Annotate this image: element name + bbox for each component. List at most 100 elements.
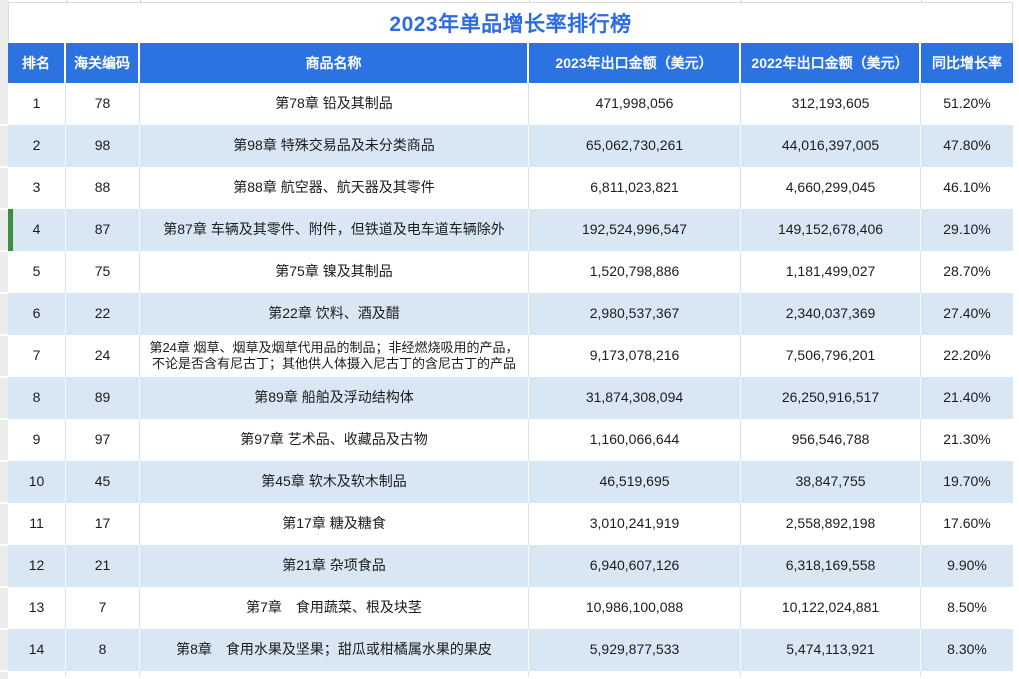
page-title: 2023年单品增长率排行榜 [389,13,632,36]
top-gridline-strip [8,0,1013,3]
export-2023-cell: 65,062,730,261 [529,125,741,167]
rank-cell: 6 [8,293,66,335]
product-name-cell: 第7章 食用蔬菜、根及块茎 [140,587,529,629]
export-2022-cell: 149,152,678,406 [741,209,921,251]
export-2023-cell: 9,173,078,216 [529,335,741,377]
table-header-row: 排名 海关编码 商品名称 2023年出口金额（美元） 2022年出口金额（美元）… [8,43,1013,83]
hs-code-cell: 21 [66,545,140,587]
table-row[interactable]: 14 8 第8章 食用水果及坚果；甜瓜或柑橘属水果的果皮 5,929,877,5… [8,629,1013,671]
rank-cell: 10 [8,461,66,503]
column-header-product-name: 商品名称 [140,43,529,83]
hs-code-cell: 87 [66,209,140,251]
hs-code-cell: 88 [66,167,140,209]
growth-rate-cell: 21.40% [943,389,991,406]
table-row[interactable]: 5 75 第75章 镍及其制品 1,520,798,886 1,181,499,… [8,251,1013,293]
report-page: 2023年单品增长率排行榜 排名 海关编码 商品名称 2023年出口金额（美元）… [8,0,1013,677]
gridline-stub [66,0,67,3]
column-header-rank: 排名 [8,43,66,83]
growth-rate-cell: 19.70% [943,473,991,490]
export-2023-cell: 2,980,537,367 [529,293,741,335]
growth-rate-cell: 51.20% [943,95,991,112]
export-2023-cell: 5,929,877,533 [529,629,741,671]
growth-rate-cell: 47.80% [943,137,991,154]
table-row[interactable]: 6 22 第22章 饮料、酒及醋 2,980,537,367 2,340,037… [8,293,1013,335]
growth-rate-cell: 8.50% [947,599,987,616]
partial-next-row [8,671,1013,677]
export-2022-cell: 2,340,037,369 [741,293,921,335]
column-header-export-2023: 2023年出口金额（美元） [529,43,741,83]
rank-cell: 11 [8,503,66,545]
product-name-cell: 第97章 艺术品、收藏品及古物 [140,419,529,461]
product-name-cell: 第45章 软木及软木制品 [140,461,529,503]
export-2023-cell: 471,998,056 [529,83,741,125]
export-2022-cell: 2,558,892,198 [741,503,921,545]
table-row[interactable]: 10 45 第45章 软木及软木制品 46,519,695 38,847,755… [8,461,1013,503]
product-name-cell: 第78章 铅及其制品 [140,83,529,125]
hs-code-cell: 45 [66,461,140,503]
export-2023-cell: 46,519,695 [529,461,741,503]
hs-code-cell: 8 [66,629,140,671]
hs-code-cell: 17 [66,503,140,545]
table-row[interactable]: 7 24 第24章 烟草、烟草及烟草代用品的制品；非经燃烧吸用的产品，不论是否含… [8,335,1013,377]
hs-code-cell: 97 [66,419,140,461]
product-name-cell: 第8章 食用水果及坚果；甜瓜或柑橘属水果的果皮 [140,629,529,671]
growth-rate-cell: 22.20% [943,347,991,364]
product-name-cell: 第89章 船舶及浮动结构体 [140,377,529,419]
table-row[interactable]: 3 88 第88章 航空器、航天器及其零件 6,811,023,821 4,66… [8,167,1013,209]
growth-rate-cell: 17.60% [943,515,991,532]
table-row[interactable]: 12 21 第21章 杂项食品 6,940,607,126 6,318,169,… [8,545,1013,587]
hs-code-cell: 7 [66,587,140,629]
product-name-cell: 第87章 车辆及其零件、附件，但铁道及电车道车辆除外 [140,209,529,251]
rank-cell: 14 [8,629,66,671]
growth-rate-cell: 8.30% [947,641,987,658]
rank-cell: 4 [8,209,66,251]
table-row[interactable]: 1 78 第78章 铅及其制品 471,998,056 312,193,605 … [8,83,1013,125]
title-band: 2023年单品增长率排行榜 [8,3,1013,43]
hs-code-cell: 22 [66,293,140,335]
export-2023-cell: 192,524,996,547 [529,209,741,251]
gridline-stub [529,0,530,3]
export-2023-cell: 6,940,607,126 [529,545,741,587]
product-name-cell: 第21章 杂项食品 [140,545,529,587]
export-2022-cell: 38,847,755 [741,461,921,503]
table-row[interactable]: 2 98 第98章 特殊交易品及未分类商品 65,062,730,261 44,… [8,125,1013,167]
export-2022-cell: 44,016,397,005 [741,125,921,167]
hs-code-cell: 78 [66,83,140,125]
table-body: 1 78 第78章 铅及其制品 471,998,056 312,193,605 … [8,83,1013,671]
export-2022-cell: 10,122,024,881 [741,587,921,629]
export-2022-cell: 26,250,916,517 [741,377,921,419]
export-2023-cell: 6,811,023,821 [529,167,741,209]
product-name-cell: 第75章 镍及其制品 [140,251,529,293]
export-2023-cell: 10,986,100,088 [529,587,741,629]
export-2022-cell: 4,660,299,045 [741,167,921,209]
column-header-hs-code: 海关编码 [66,43,140,83]
table-row[interactable]: 9 97 第97章 艺术品、收藏品及古物 1,160,066,644 956,5… [8,419,1013,461]
table-row[interactable]: 4 87 第87章 车辆及其零件、附件，但铁道及电车道车辆除外 192,524,… [8,209,1013,251]
export-2022-cell: 956,546,788 [741,419,921,461]
export-2022-cell: 312,193,605 [741,83,921,125]
rank-cell: 3 [8,167,66,209]
column-header-growth-rate: 同比增长率 [932,55,1002,71]
export-2023-cell: 1,520,798,886 [529,251,741,293]
growth-rate-cell: 27.40% [943,305,991,322]
table-row[interactable]: 13 7 第7章 食用蔬菜、根及块茎 10,986,100,088 10,122… [8,587,1013,629]
rank-cell: 7 [8,335,66,377]
rank-cell: 13 [8,587,66,629]
table-row[interactable]: 11 17 第17章 糖及糖食 3,010,241,919 2,558,892,… [8,503,1013,545]
product-name-cell: 第22章 饮料、酒及醋 [140,293,529,335]
export-2022-cell: 6,318,169,558 [741,545,921,587]
export-2023-cell: 1,160,066,644 [529,419,741,461]
table-row[interactable]: 8 89 第89章 船舶及浮动结构体 31,874,308,094 26,250… [8,377,1013,419]
export-2022-cell: 5,474,113,921 [741,629,921,671]
rank-cell: 2 [8,125,66,167]
left-gutter-row-lines [0,84,8,679]
rank-cell: 5 [8,251,66,293]
gridline-stub [741,0,742,3]
hs-code-cell: 75 [66,251,140,293]
gridline-stub [921,0,922,3]
hs-code-cell: 89 [66,377,140,419]
rank-cell: 8 [8,377,66,419]
column-header-export-2022: 2022年出口金额（美元） [741,43,921,83]
growth-rate-cell: 28.70% [943,263,991,280]
growth-rate-cell: 21.30% [943,431,991,448]
